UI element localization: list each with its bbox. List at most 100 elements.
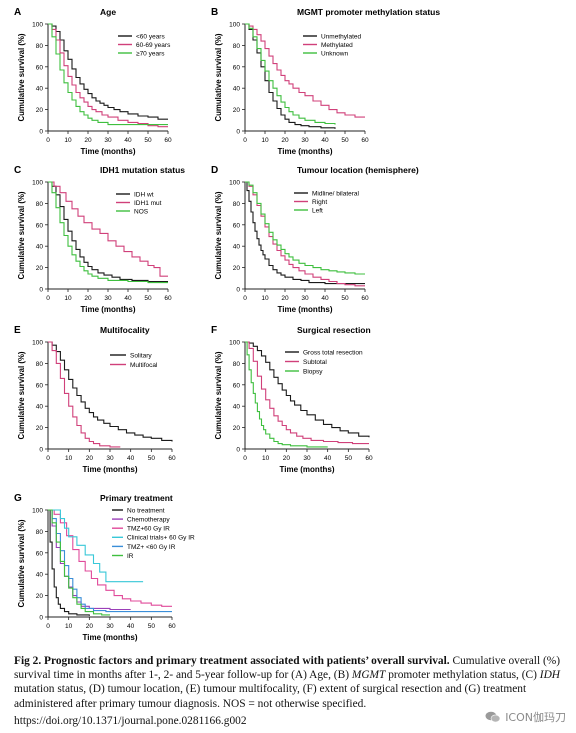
caption-text-1: Cumulative overall (%) survival time in … <box>14 655 561 682</box>
x-tick-label: 20 <box>86 623 94 630</box>
legend-label: TMZ+60 Gy IR <box>127 526 170 533</box>
y-tick-label: 100 <box>32 22 43 29</box>
panel-title: Surgical resection <box>297 325 371 335</box>
y-tick-label: 100 <box>229 340 240 347</box>
legend-label: <60 years <box>136 33 165 40</box>
watermark-text: ICON伽玛刀 <box>505 711 566 724</box>
y-tick-label: 20 <box>233 107 241 114</box>
y-tick-label: 80 <box>233 43 241 50</box>
x-tick-label: 20 <box>84 295 92 302</box>
x-tick-label: 0 <box>46 455 50 462</box>
legend-label: Multifocal <box>130 362 158 369</box>
x-tick-label: 60 <box>365 455 373 462</box>
caption-text-2: promoter methylation status, (C) <box>385 669 540 682</box>
legend-label: Right <box>312 199 327 206</box>
figure-caption: Fig 2. Prognostic factors and primary tr… <box>14 654 562 711</box>
x-tick-label: 0 <box>243 455 247 462</box>
panel-letter: B <box>211 7 218 18</box>
series-line <box>48 509 172 607</box>
doi-link[interactable]: https://doi.org/10.1371/journal.pone.028… <box>14 715 247 727</box>
x-tick-label: 10 <box>262 455 270 462</box>
panel-letter: G <box>14 493 22 504</box>
x-tick-label: 50 <box>341 137 349 144</box>
panel-letter: F <box>211 325 217 336</box>
panel-letter: D <box>211 165 218 176</box>
x-tick-label: 30 <box>303 455 311 462</box>
x-tick-label: 20 <box>281 137 289 144</box>
legend-label: Midline/ bilateral <box>312 190 360 197</box>
x-axis-label: Time (months) <box>278 147 333 156</box>
panel-title: MGMT promoter methylation status <box>297 7 440 17</box>
x-tick-label: 0 <box>46 137 50 144</box>
legend-label: IDH wt <box>134 191 154 198</box>
x-tick-label: 0 <box>46 623 50 630</box>
series-line <box>48 23 168 126</box>
x-tick-label: 10 <box>65 623 73 630</box>
x-tick-label: 50 <box>341 295 349 302</box>
y-axis-label: Cumulative survival (%) <box>214 351 223 439</box>
legend-label: Solitary <box>130 352 152 359</box>
x-tick-label: 30 <box>301 137 309 144</box>
y-tick-label: 80 <box>36 43 44 50</box>
panel-d: D Tumour location (hemisphere) 0 20 40 60 80 10… <box>211 165 419 314</box>
x-tick-label: 10 <box>65 455 73 462</box>
y-tick-label: 60 <box>233 382 241 389</box>
series-line <box>245 23 365 118</box>
x-tick-label: 0 <box>46 295 50 302</box>
x-tick-label: 50 <box>148 623 156 630</box>
panel-e: E Multifocality 0 20 40 60 80 100 0 10 20 30 40 50 60 T… <box>14 325 176 474</box>
y-tick-label: 60 <box>36 64 44 71</box>
y-tick-label: 40 <box>36 86 44 93</box>
y-tick-label: 100 <box>32 340 43 347</box>
y-tick-label: 60 <box>233 64 241 71</box>
series-line <box>48 509 90 616</box>
series-line <box>48 23 168 128</box>
series-line <box>245 341 369 445</box>
legend-label: Methylated <box>321 42 353 49</box>
y-tick-label: 20 <box>36 593 44 600</box>
y-tick-label: 100 <box>229 22 240 29</box>
legend-label: Clinical trials+ 60 Gy IR <box>127 535 195 542</box>
wechat-icon <box>485 711 501 723</box>
x-axis-label: Time (months) <box>83 633 138 642</box>
panel-title: IDH1 mutation status <box>100 165 185 175</box>
series-line <box>245 181 365 275</box>
series-line <box>245 181 365 285</box>
panel-title: Tumour location (hemisphere) <box>297 165 419 175</box>
x-tick-label: 30 <box>104 137 112 144</box>
x-tick-label: 10 <box>64 295 72 302</box>
panel-title: Primary treatment <box>100 493 173 503</box>
y-tick-label: 40 <box>233 86 241 93</box>
x-tick-label: 30 <box>106 623 114 630</box>
x-tick-label: 30 <box>104 295 112 302</box>
x-tick-label: 50 <box>345 455 353 462</box>
legend-label: Subtotal <box>303 359 327 366</box>
x-tick-label: 40 <box>321 137 329 144</box>
x-tick-label: 40 <box>127 455 135 462</box>
x-tick-label: 30 <box>301 295 309 302</box>
y-tick-label: 60 <box>36 550 44 557</box>
x-tick-label: 40 <box>124 295 132 302</box>
y-tick-label: 0 <box>236 129 240 136</box>
x-tick-label: 20 <box>86 455 94 462</box>
legend-label: Left <box>312 207 323 214</box>
x-axis-label: Time (months) <box>278 305 333 314</box>
x-tick-label: 50 <box>144 137 152 144</box>
x-tick-label: 0 <box>243 295 247 302</box>
x-axis-label: Time (months) <box>83 465 138 474</box>
legend-label: Gross total resection <box>303 349 363 356</box>
y-tick-label: 80 <box>36 361 44 368</box>
series-line <box>245 341 328 448</box>
x-tick-label: 60 <box>361 137 369 144</box>
x-axis-label: Time (months) <box>81 305 136 314</box>
x-tick-label: 40 <box>321 295 329 302</box>
caption-text-3: mutation status, (D) tumour location, (E… <box>14 683 527 710</box>
series-line <box>48 509 144 583</box>
y-axis-label: Cumulative survival (%) <box>17 191 26 279</box>
series-line <box>48 341 121 448</box>
series-line <box>48 181 168 283</box>
y-tick-label: 40 <box>233 404 241 411</box>
y-tick-label: 20 <box>36 107 44 114</box>
y-tick-label: 40 <box>233 244 241 251</box>
